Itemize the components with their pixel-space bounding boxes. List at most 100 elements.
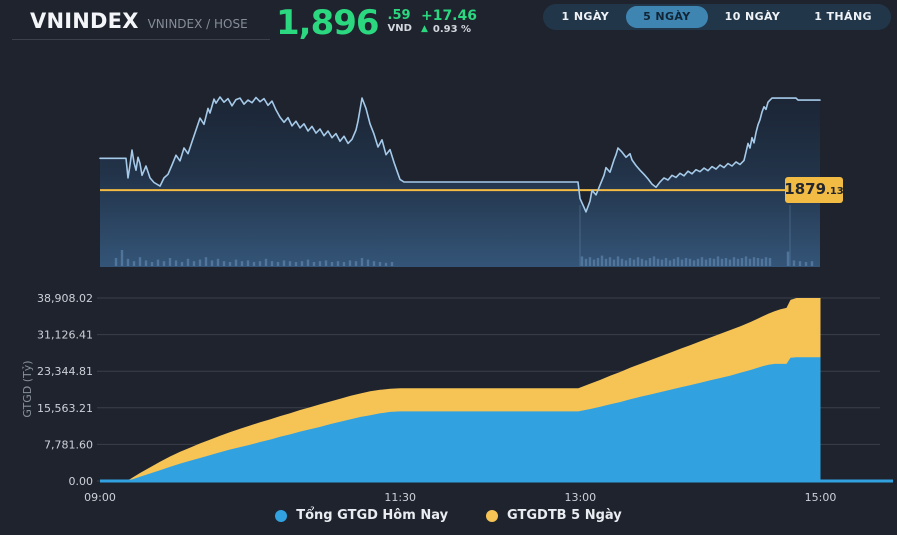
volume-bar — [692, 260, 696, 266]
volume-bar — [384, 262, 388, 266]
volume-bar — [126, 258, 130, 266]
volume-bar — [708, 258, 712, 266]
y-tick-label: 23,344.81 — [37, 365, 93, 378]
price-value: 1,896 — [276, 3, 380, 43]
volume-bar — [584, 258, 588, 266]
price-block: 1,896 .59 VND +17.46 ▲ 0.93 % — [276, 5, 477, 41]
volume-bar — [624, 260, 628, 266]
change-value: +17.46 — [420, 8, 477, 24]
volume-bar — [810, 261, 814, 266]
volume-bar — [616, 256, 620, 266]
y-tick-label: 0.00 — [69, 475, 94, 488]
volume-bar — [222, 261, 226, 266]
volume-bar — [390, 262, 394, 266]
tab-5-ngay[interactable]: 5 NGÀY — [626, 6, 708, 28]
volume-bar — [342, 262, 346, 266]
price-chart[interactable] — [99, 96, 821, 267]
x-tick-label: 13:00 — [564, 491, 596, 504]
volume-bar — [120, 250, 124, 266]
x-tick-label: 11:30 — [384, 491, 416, 504]
volume-bar — [580, 256, 584, 266]
y-tick-label: 15,563.21 — [37, 402, 93, 415]
volume-bar — [724, 258, 728, 266]
volume-bar — [366, 259, 370, 266]
volume-bar — [756, 258, 760, 266]
volume-bar — [672, 258, 676, 266]
legend-label-gtgdtb: GTGDTB 5 Ngày — [507, 508, 622, 523]
volume-bar — [680, 259, 684, 266]
legend-item-gtgdtb[interactable]: GTGDTB 5 Ngày — [486, 508, 622, 523]
volume-bar — [192, 261, 196, 266]
reference-price-decimal: .13 — [826, 186, 844, 197]
volume-bar — [240, 261, 244, 266]
volume-bar — [740, 258, 744, 266]
volume-chart[interactable]: 0.00 7,781.60 15,563.21 23,344.81 31,126.41 3… — [37, 292, 893, 504]
tab-1-thang[interactable]: 1 THÁNG — [814, 10, 872, 23]
volume-bar — [270, 261, 274, 266]
tab-1-ngay[interactable]: 1 NGÀY — [561, 10, 610, 23]
volume-bar — [216, 258, 220, 266]
volume-bar — [312, 262, 316, 266]
x-tick-label: 09:00 — [84, 491, 116, 504]
volume-bar — [324, 260, 328, 266]
volume-bar — [764, 257, 768, 266]
volume-bar — [180, 262, 184, 266]
volume-bar — [604, 258, 608, 266]
volume-bar — [252, 262, 256, 266]
volume-bar — [198, 259, 202, 266]
legend-dot-blue-icon — [275, 509, 288, 522]
volume-bar — [234, 259, 238, 266]
legend-item-tong-gtgd[interactable]: Tổng GTGD Hôm Nay — [275, 508, 448, 523]
volume-bar — [804, 262, 808, 266]
volume-bar — [138, 257, 142, 266]
volume-bar — [716, 256, 720, 266]
volume-bar — [652, 256, 656, 266]
volume-bar — [132, 261, 136, 266]
volume-bar — [640, 258, 644, 266]
volume-bar — [676, 257, 680, 266]
volume-bar — [294, 262, 298, 266]
volume-bar — [608, 257, 612, 266]
volume-bar — [360, 258, 364, 266]
volume-bar — [300, 261, 304, 266]
volume-bar — [732, 257, 736, 266]
volume-bar — [318, 261, 322, 266]
y-tick-label: 31,126.41 — [37, 329, 93, 342]
volume-bar — [336, 261, 340, 266]
change-percent: 0.93 % — [432, 24, 472, 35]
tab-10-ngay[interactable]: 10 NGÀY — [724, 10, 781, 23]
volume-bar — [696, 258, 700, 266]
volume-bar — [648, 258, 652, 266]
page-title: VNINDEX — [30, 9, 139, 33]
arrow-up-icon: ▲ — [420, 24, 428, 34]
reference-price-badge: 1879.13 — [784, 177, 844, 203]
volume-bar — [174, 260, 178, 266]
header: VNINDEX VNINDEX / HOSE 1,896 .59 VND +17… — [0, 0, 897, 55]
volume-bar — [736, 258, 740, 266]
y-tick-label: 7,781.60 — [44, 438, 93, 451]
volume-bar — [704, 259, 708, 266]
volume-bar — [632, 259, 636, 266]
volume-bar — [728, 259, 732, 266]
volume-bar — [204, 257, 208, 266]
currency-label: VND — [387, 23, 412, 34]
volume-bar — [628, 258, 632, 266]
volume-bar — [748, 258, 752, 266]
volume-bar — [760, 258, 764, 266]
volume-bar — [592, 259, 596, 266]
volume-bar — [644, 260, 648, 266]
volume-bar — [378, 262, 382, 266]
volume-bar — [786, 251, 790, 266]
volume-bar — [306, 259, 310, 266]
volume-bar — [186, 258, 190, 266]
volume-bar — [596, 258, 600, 266]
volume-bar — [792, 260, 796, 266]
volume-bar — [744, 256, 748, 266]
volume-bar — [288, 261, 292, 266]
volume-bar — [348, 260, 352, 266]
volume-bar — [246, 260, 250, 266]
volume-bar — [264, 258, 268, 266]
volume-bar — [798, 261, 802, 266]
